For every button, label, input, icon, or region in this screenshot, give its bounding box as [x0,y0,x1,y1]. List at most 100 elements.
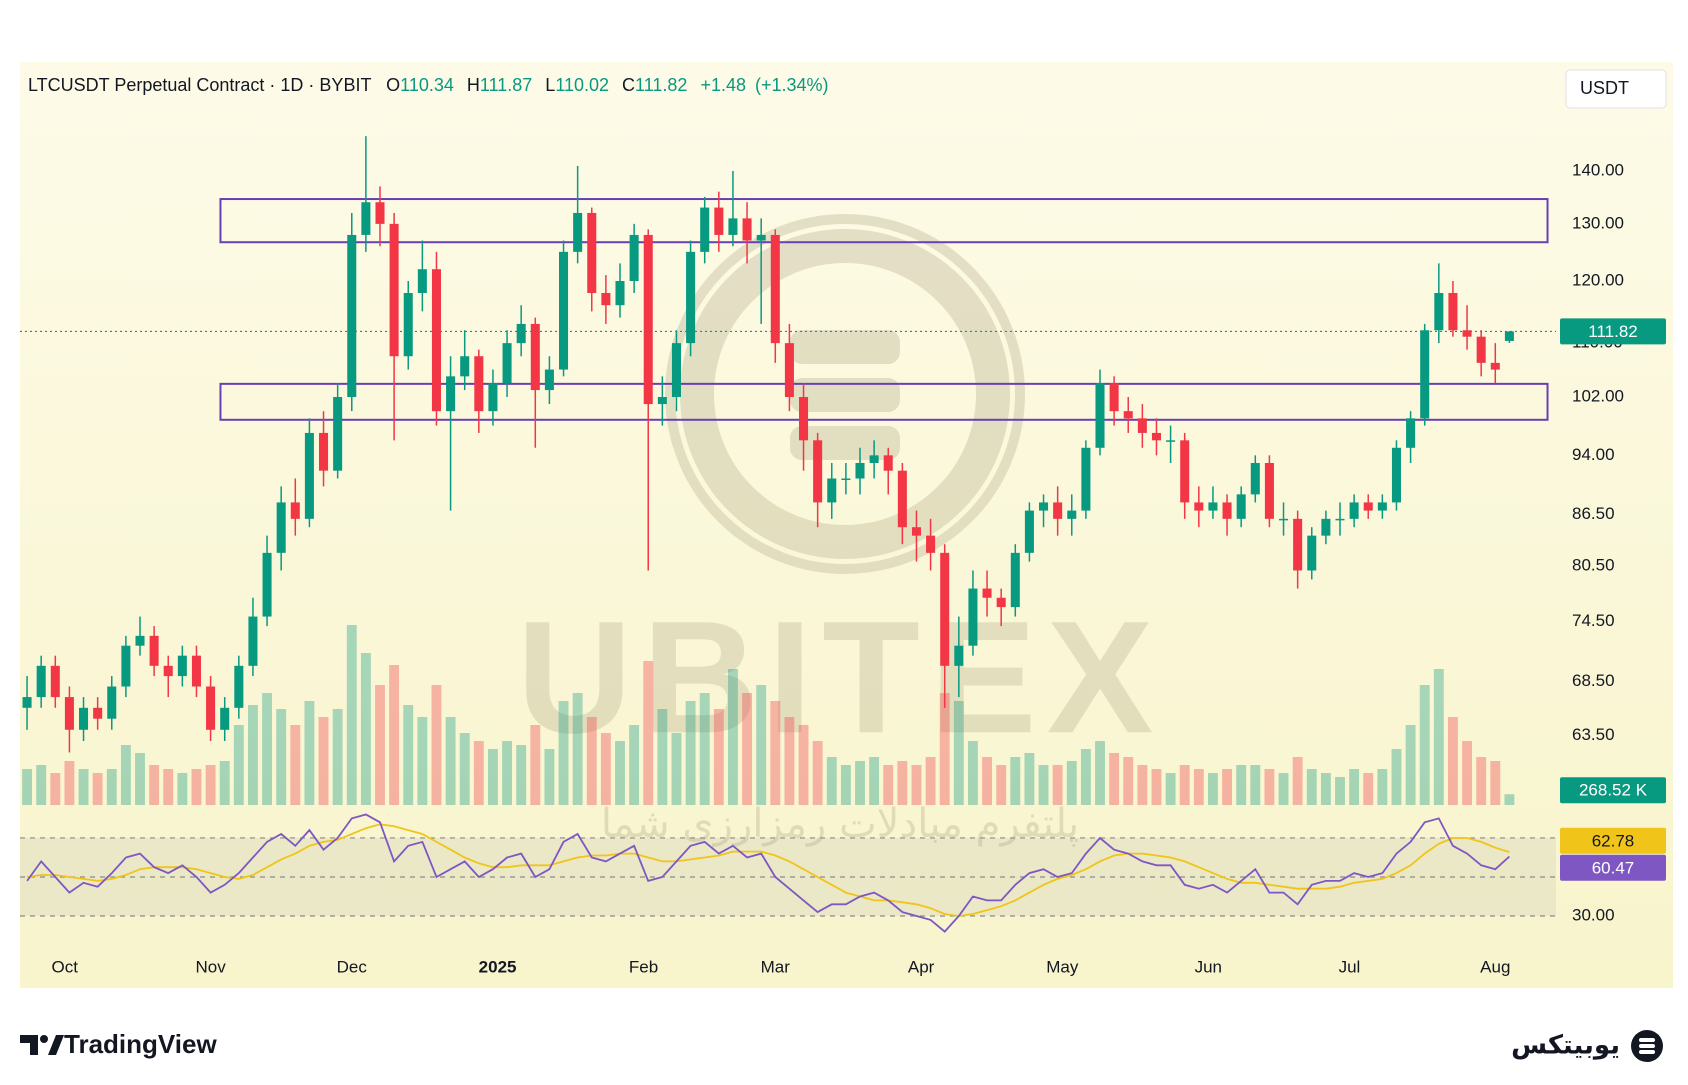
header: LTCUSDT Perpetual Contract · 1D · BYBIT … [28,75,829,95]
volume-bar [600,733,611,805]
price-layer: 140.00130.00120.00110.00102.0094.0086.50… [20,136,1624,976]
volume-bar [657,709,668,805]
price-zone [219,198,1549,244]
volume-bar [1038,765,1049,805]
candle-body [163,665,173,677]
volume-bar [64,761,75,805]
volume-bar [1250,765,1261,805]
volume-bar [219,761,230,805]
candle-body [1406,418,1416,448]
volume-label-bg [1560,777,1666,804]
volume-bar [375,685,385,805]
candle-body [389,223,399,357]
candle-body [1434,293,1444,331]
volume-bar [982,757,992,805]
volume-bar [459,733,470,805]
volume-bar [968,741,978,805]
candle-body [1109,383,1119,412]
volume-bar [1066,761,1077,805]
candle-body [869,455,879,463]
volume-bar [1264,769,1275,805]
volume-bar [1193,769,1204,805]
volume-bar [276,709,287,805]
volume-bar [1278,773,1289,805]
candle-body [982,588,992,598]
rsi-tick-label: 30.00 [1572,905,1615,924]
candle-body [347,234,357,398]
candle-body [756,234,766,241]
candle-body [234,665,244,708]
currency[interactable]: USDT [1580,78,1629,98]
candle-body [107,686,117,719]
candle-body [248,616,258,666]
volume-bar [544,749,555,805]
volume-bar [572,693,583,805]
candle-body [813,440,823,503]
candle-body [1208,502,1218,511]
volume-bar [1292,757,1303,805]
candle-body [1236,494,1246,519]
change: +1.48 [700,75,746,95]
y-tick-label: 86.50 [1572,504,1615,523]
candle-body [1137,418,1147,433]
platform-name: TradingView [64,1029,217,1059]
high-label: H [467,75,480,95]
volume-bar [177,773,188,805]
volume-bar [1179,765,1190,805]
candle-body [1363,502,1373,511]
candle-body [1321,518,1331,536]
candle-body [714,207,724,235]
price-zone [219,382,1549,421]
volume-bar [1391,749,1402,805]
candle-body [502,343,512,384]
candle-body [375,202,385,224]
volume-bar [22,769,32,805]
volume-bar [1306,769,1317,805]
candle-body [290,502,300,519]
watermark-tagline: پلتفرم مبادلات رمزارزی شما [601,801,1079,847]
candle-body [926,535,936,553]
candle-body [1293,518,1303,571]
volume-bar [1405,725,1416,805]
volume-bar [883,765,894,805]
broker-logo [1631,1030,1663,1062]
volume-bar [1363,773,1374,805]
candle-body [855,462,865,479]
change-percent: (+1.34%) [755,75,829,95]
volume-bar [1208,773,1218,805]
candle-body [262,552,272,617]
volume-bar [869,757,880,805]
currency-box[interactable] [1565,69,1667,109]
rsi-line [26,813,1511,933]
volume-bar [50,773,61,805]
last-price-label-bg [1560,318,1666,345]
volume-bar [1024,753,1035,805]
y-tick-label: 102.00 [1572,387,1624,406]
volume-bar [417,717,428,805]
candle-body [1010,552,1020,608]
volume-bar [92,773,103,805]
volume-bar [106,769,117,805]
candle-body [799,397,809,441]
last-price-label: 111.82 [1588,322,1637,341]
volume-bar [855,761,865,805]
rsi-label-bg [1560,854,1666,881]
volume-bar [346,625,357,805]
candle-body [700,207,710,252]
high-value: 111.87 [480,75,532,95]
candle-body [1222,502,1232,519]
candle-body [940,552,950,666]
candle-body [770,234,780,344]
candle-body [686,251,696,344]
candle-body [1024,510,1034,553]
rsi-ma-label: 62.78 [1592,831,1635,850]
x-tick-label: Feb [629,957,658,976]
volume-bar [205,765,216,805]
volume-bar [1504,794,1515,805]
candle-body [121,645,131,687]
candle-body [1039,502,1049,511]
candle-body [1279,518,1289,521]
x-tick-label: Aug [1480,957,1510,976]
volume-bar [728,669,738,805]
x-tick-label: Dec [337,957,368,976]
